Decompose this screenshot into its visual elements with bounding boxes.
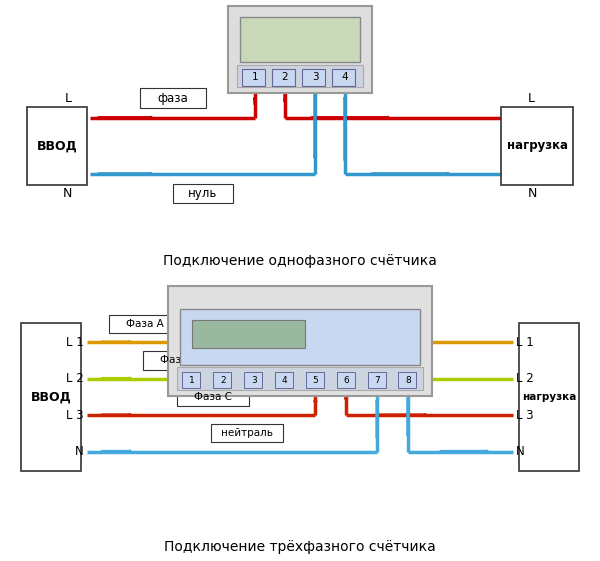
Text: ВВОД: ВВОД [31,390,71,403]
Text: нейтраль: нейтраль [221,429,272,438]
Text: 2: 2 [220,376,226,385]
Bar [213,373,231,388]
Text: N: N [516,445,525,458]
Text: 5: 5 [313,376,319,385]
Bar [27,107,87,185]
Text: 1: 1 [189,376,195,385]
Text: Фаза В: Фаза В [160,356,197,365]
Text: 8: 8 [405,376,411,385]
Text: 4: 4 [282,376,287,385]
Bar [139,89,205,108]
Text: 2: 2 [281,72,289,82]
Bar [519,323,579,471]
Bar [180,309,420,365]
Bar [244,373,262,388]
Bar [242,70,265,86]
Bar [21,323,81,471]
Bar [275,373,293,388]
Text: 1: 1 [251,72,259,82]
Text: нагрузка: нагрузка [506,139,568,153]
Bar [211,424,283,443]
Bar [182,373,200,388]
Text: Подключение трёхфазного счётчика: Подключение трёхфазного счётчика [164,540,436,554]
Text: ВВОД: ВВОД [37,139,77,153]
Text: Фаза С: Фаза С [194,392,232,402]
Bar [109,315,181,333]
Bar [168,286,432,396]
Text: N: N [75,445,84,458]
Text: L 3: L 3 [67,408,84,422]
Bar [272,70,295,86]
Text: Подключение однофазного счётчика: Подключение однофазного счётчика [163,254,437,268]
Bar [240,17,360,62]
Text: L 2: L 2 [516,372,534,385]
Bar [228,6,372,93]
Bar [176,388,248,406]
Text: N: N [528,187,538,200]
Bar [337,373,355,388]
Bar [143,351,215,370]
Text: L 3: L 3 [516,408,533,422]
Text: 3: 3 [251,376,257,385]
Bar [306,373,324,388]
Text: фаза: фаза [157,91,188,105]
Bar [192,320,305,348]
Text: L: L [528,91,535,105]
Text: L 1: L 1 [516,335,534,349]
Bar [398,373,416,388]
Bar [332,70,355,86]
Text: нуль: нуль [188,187,217,200]
Text: Фаза А: Фаза А [126,319,164,329]
Bar [501,107,573,185]
Text: нагрузка: нагрузка [522,392,576,402]
Text: 6: 6 [343,376,349,385]
Bar [302,70,325,86]
Bar [173,184,233,204]
Text: 4: 4 [341,72,349,82]
Text: L 1: L 1 [66,335,84,349]
Text: N: N [62,187,72,200]
Text: 3: 3 [311,72,319,82]
Bar [368,373,386,388]
Text: 7: 7 [374,376,380,385]
Text: L 2: L 2 [66,372,84,385]
Text: L: L [65,91,72,105]
Bar [237,65,363,87]
Bar [177,367,423,390]
